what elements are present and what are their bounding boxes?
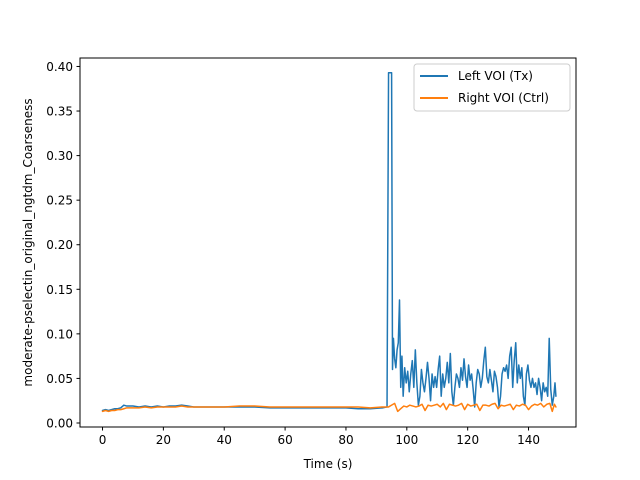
x-tick-label: 120 [456, 433, 479, 447]
y-tick-label: 0.20 [46, 238, 73, 252]
x-tick-label: 40 [217, 433, 232, 447]
plot-frame [79, 57, 577, 428]
x-tick-label: 20 [156, 433, 171, 447]
x-axis-ticks: 0 20 40 60 80 100 120 140 [99, 427, 540, 447]
legend: Left VOI (Tx) Right VOI (Ctrl) [413, 63, 571, 112]
y-tick-label: 0.00 [46, 416, 73, 430]
y-tick-label: 0.40 [46, 60, 73, 74]
y-axis-ticks: 0.00 0.05 0.10 0.15 0.20 0.25 0.30 0.35 0.40 [46, 60, 80, 430]
y-axis-label: moderate-pselectin_original_ngtdm_Coarse… [21, 98, 35, 386]
x-tick-label: 100 [395, 433, 418, 447]
legend-label-left-voi: Left VOI (Tx) [458, 69, 533, 83]
legend-label-right-voi: Right VOI (Ctrl) [458, 91, 549, 105]
series-line-1 [101, 402, 557, 413]
series-line-0 [101, 71, 557, 412]
x-tick-label: 140 [517, 433, 540, 447]
x-axis-label: Time (s) [303, 457, 353, 471]
y-tick-label: 0.35 [46, 105, 73, 119]
y-tick-label: 0.25 [46, 194, 73, 208]
x-tick-label: 80 [338, 433, 353, 447]
x-tick-label: 60 [277, 433, 292, 447]
y-tick-label: 0.10 [46, 327, 73, 341]
legend-box [413, 63, 571, 112]
y-tick-label: 0.30 [46, 149, 73, 163]
y-tick-label: 0.05 [46, 372, 73, 386]
x-tick-label: 0 [99, 433, 107, 447]
y-tick-label: 0.15 [46, 283, 73, 297]
series-layer [101, 71, 557, 413]
